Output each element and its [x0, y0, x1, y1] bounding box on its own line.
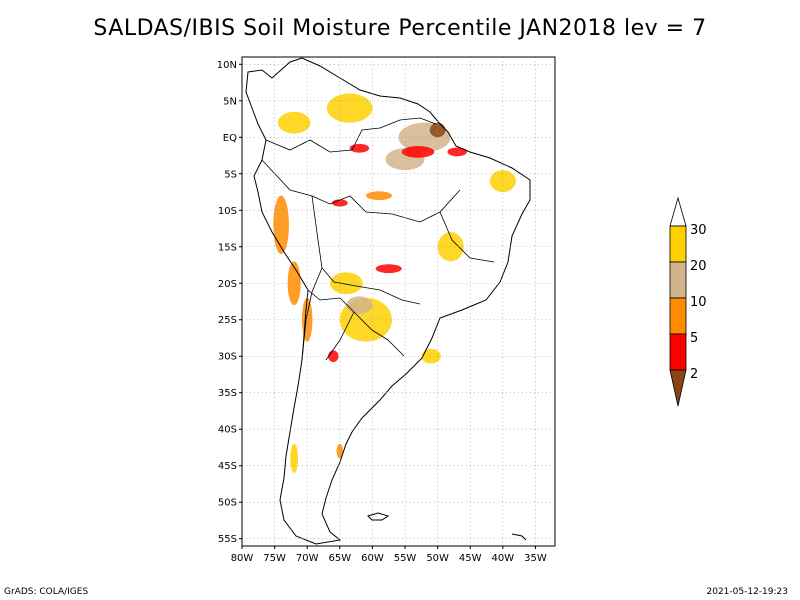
data-region-lt30-1 — [277, 111, 311, 134]
colorbar-top-triangle — [669, 196, 687, 227]
lon-label-45W: 45W — [459, 553, 482, 564]
data-region-lt5-12 — [331, 199, 348, 207]
lat-label-55S: 55S — [218, 534, 237, 545]
data-region-lt10-11 — [365, 191, 392, 201]
data-region-lt30-21 — [290, 443, 299, 474]
lat-label-40S: 40S — [218, 425, 237, 436]
colorbar-label-5: 5 — [690, 331, 698, 346]
south-georgia-island — [511, 533, 527, 541]
data-region-lt20-17 — [346, 296, 373, 314]
data-region-lt30-20 — [421, 348, 441, 364]
lat-label-20S: 20S — [218, 279, 237, 290]
data-regions — [273, 93, 516, 474]
lon-label-65W: 65W — [329, 553, 352, 564]
colorbar-segment-30 — [669, 225, 687, 263]
footer-timestamp: 2021-05-12-19:23 — [706, 587, 789, 597]
falkland-islands — [367, 512, 390, 521]
lon-label-80W: 80W — [231, 553, 254, 564]
data-region-lt10-8 — [273, 195, 289, 255]
lon-label-55W: 55W — [394, 553, 417, 564]
colorbar-segment-20 — [669, 261, 687, 299]
lon-label-35W: 35W — [524, 553, 547, 564]
data-region-lt5-13 — [375, 264, 402, 274]
map-frame — [241, 56, 556, 547]
lat-label-50S: 50S — [218, 498, 237, 509]
data-region-lt5-5 — [401, 146, 435, 158]
lat-label-5S: 5S — [224, 169, 237, 180]
lon-label-60W: 60W — [361, 553, 384, 564]
data-region-lt5-14 — [328, 350, 339, 363]
data-region-lt5-6 — [447, 147, 467, 157]
lat-label-25S: 25S — [218, 315, 237, 326]
lat-label-15S: 15S — [218, 242, 237, 253]
colorbar-bottom-triangle — [669, 369, 687, 407]
colorbar-label-20: 20 — [690, 259, 707, 274]
longitude-labels: 80W 75W 70W 65W 60W 55W 50W 45W 40W 35W — [231, 553, 547, 564]
country-borders — [261, 117, 495, 361]
colorbar-segment-5 — [669, 333, 687, 371]
lat-label-35S: 35S — [218, 388, 237, 399]
lat-label-10N: 10N — [217, 60, 237, 71]
colorbar-label-10: 10 — [690, 295, 707, 310]
colorbar-label-30: 30 — [690, 223, 707, 238]
data-region-lt5-7 — [349, 143, 370, 153]
lon-label-50W: 50W — [426, 553, 449, 564]
lon-label-75W: 75W — [263, 553, 286, 564]
colorbar-segment-10 — [669, 297, 687, 335]
lat-label-45S: 45S — [218, 461, 237, 472]
lat-label-5N: 5N — [223, 96, 237, 107]
lon-label-40W: 40W — [492, 553, 515, 564]
footer-credit: GrADS: COLA/IGES — [4, 587, 89, 597]
lat-label-EQ: EQ — [223, 133, 237, 144]
coastline — [245, 57, 531, 545]
data-region-lt10-22 — [336, 443, 344, 459]
colorbar-label-2: 2 — [690, 367, 698, 382]
data-region-lt30-0 — [326, 93, 373, 123]
latitude-labels: 10N 5N EQ 5S 10S 15S 20S 25S 30S 35S 40S 45S 50S 55S — [217, 60, 237, 545]
lat-label-30S: 30S — [218, 352, 237, 363]
colorbar: 30 20 10 5 2 — [669, 196, 707, 407]
chart-title: SALDAS/IBIS Soil Moisture Percentile JAN… — [93, 16, 707, 41]
lon-label-70W: 70W — [296, 553, 319, 564]
lat-label-10S: 10S — [218, 206, 237, 217]
